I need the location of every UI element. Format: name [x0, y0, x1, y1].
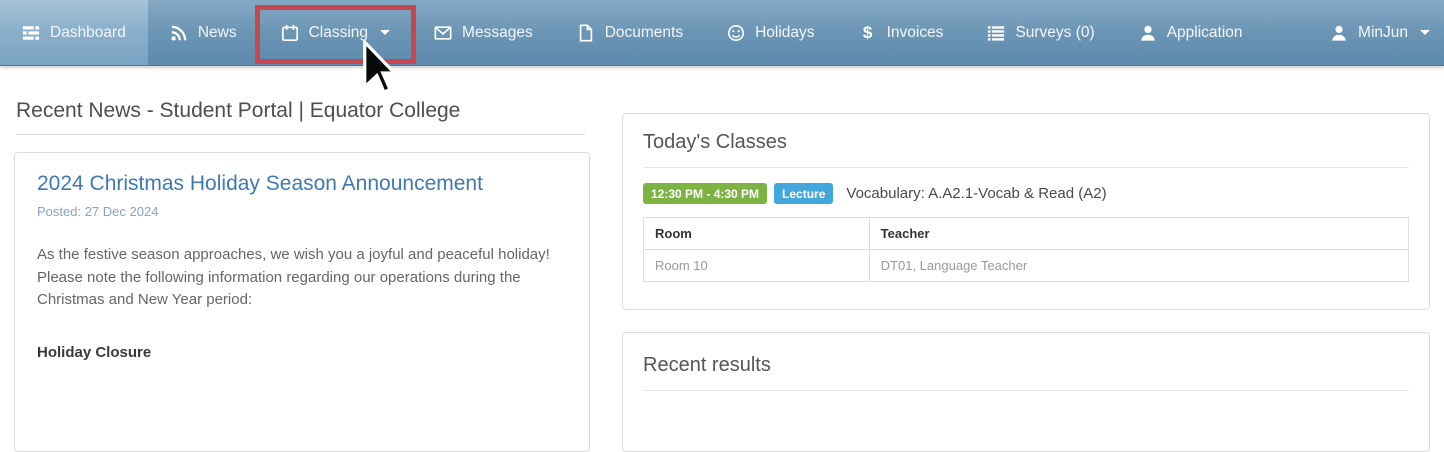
lecture-badge: Lecture: [774, 183, 834, 205]
envelope-icon: [434, 24, 452, 42]
todays-classes-card: Today's Classes 12:30 PM - 4:30 PM Lectu…: [622, 113, 1430, 310]
nav-item-label: Documents: [604, 23, 684, 41]
todays-classes-title: Today's Classes: [643, 131, 1409, 168]
table-row: Room 10 DT01, Language Teacher: [643, 249, 1410, 283]
user-icon: [1139, 24, 1157, 42]
calendar-icon: [281, 24, 299, 42]
user-menu[interactable]: MinJun: [1308, 0, 1444, 65]
class-info-row: 12:30 PM - 4:30 PM Lecture Vocabulary: A…: [643, 183, 1409, 205]
news-posted-date: Posted: 27 Dec 2024: [37, 204, 159, 219]
nav-item-documents[interactable]: Documents: [555, 0, 705, 65]
table-header-row: Room Teacher: [643, 217, 1410, 251]
class-name-label: Vocabulary: A.A2.1-Vocab & Read (A2): [846, 185, 1107, 203]
class-table: Room Teacher Room 10 DT01, Language Teac…: [643, 217, 1410, 283]
navbar-spacer: [1265, 0, 1309, 65]
list-icon: [987, 24, 1005, 42]
time-badge: 12:30 PM - 4:30 PM: [643, 183, 768, 205]
top-navbar: Dashboard News Classing Messages Documen…: [0, 0, 1444, 66]
nav-item-label: News: [197, 23, 237, 41]
news-body-text: As the festive season approaches, we wis…: [37, 246, 550, 308]
mouse-cursor: [363, 40, 395, 94]
nav-item-dashboard[interactable]: Dashboard: [0, 0, 148, 65]
chevron-down-icon: [1420, 30, 1430, 35]
nav-item-surveys[interactable]: Surveys (0): [965, 0, 1116, 65]
rss-icon: [170, 24, 188, 42]
news-section-heading: Holiday Closure: [37, 343, 152, 361]
room-cell: Room 10: [643, 249, 870, 283]
tasks-icon: [22, 24, 40, 42]
chevron-down-icon: [380, 30, 391, 35]
recent-results-card: Recent results: [622, 332, 1430, 452]
document-icon: [577, 24, 595, 42]
nav-item-messages[interactable]: Messages: [412, 0, 555, 65]
news-title-link[interactable]: 2024 Christmas Holiday Season Announceme…: [37, 172, 483, 195]
nav-item-label: Surveys (0): [1015, 23, 1095, 41]
nav-item-label: Holidays: [755, 23, 815, 41]
teacher-cell: DT01, Language Teacher: [868, 249, 1410, 283]
nav-item-holidays[interactable]: Holidays: [705, 0, 836, 65]
smiley-icon: [727, 24, 745, 42]
nav-item-news[interactable]: News: [148, 0, 259, 65]
news-card: 2024 Christmas Holiday Season Announceme…: [14, 152, 590, 452]
recent-results-title: Recent results: [643, 354, 1409, 391]
nav-item-application[interactable]: Application: [1117, 0, 1265, 65]
nav-item-label: Invoices: [886, 23, 944, 41]
nav-item-label: Application: [1166, 23, 1243, 41]
dollar-icon: $: [862, 23, 873, 42]
nav-item-label: Messages: [462, 23, 533, 41]
page-title: Recent News - Student Portal | Equator C…: [16, 99, 585, 135]
user-menu-label: MinJun: [1358, 23, 1408, 41]
nav-item-label: Classing: [308, 23, 369, 41]
user-icon: [1330, 24, 1348, 42]
nav-item-invoices[interactable]: $ Invoices: [837, 0, 966, 65]
column-header-teacher: Teacher: [868, 217, 1410, 251]
nav-item-label: Dashboard: [50, 23, 126, 41]
column-header-room: Room: [643, 217, 870, 251]
